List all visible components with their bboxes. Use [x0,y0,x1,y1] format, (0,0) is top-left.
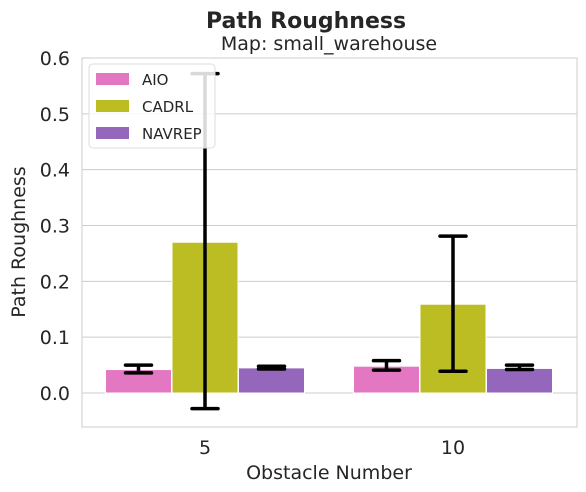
y-tick-label: 0.5 [40,104,70,126]
y-tick-label: 0.6 [40,48,70,70]
y-tick-label: 0.4 [40,160,70,182]
legend-swatch-aio [96,73,129,85]
y-axis-label: Path Roughness [8,166,30,317]
legend: AIO CADRL NAVREP [88,63,216,149]
y-tick-label: 0.2 [40,271,70,293]
legend-swatch-navrep [96,127,129,139]
bar-navrep-10 [486,367,553,394]
legend-label-cadrl: CADRL [142,98,194,116]
legend-label-aio: AIO [142,71,169,89]
chart-subtitle: Map: small_warehouse [221,33,437,55]
x-tick-label: 10 [441,437,465,459]
y-tick-label: 0.0 [40,383,70,405]
legend-swatch-cadrl [96,100,129,112]
legend-label-navrep: NAVREP [142,125,202,143]
bar-navrep-5 [238,367,305,394]
x-tick-labels: 5 10 [199,437,465,459]
x-axis-label: Obstacle Number [246,462,412,484]
y-tick-label: 0.3 [40,216,70,238]
chart-title: Path Roughness [206,9,406,34]
y-tick-labels: 0.0 0.1 0.2 0.3 0.4 0.5 0.6 [40,48,70,405]
x-tick-label: 5 [199,437,211,459]
y-tick-label: 0.1 [40,327,70,349]
